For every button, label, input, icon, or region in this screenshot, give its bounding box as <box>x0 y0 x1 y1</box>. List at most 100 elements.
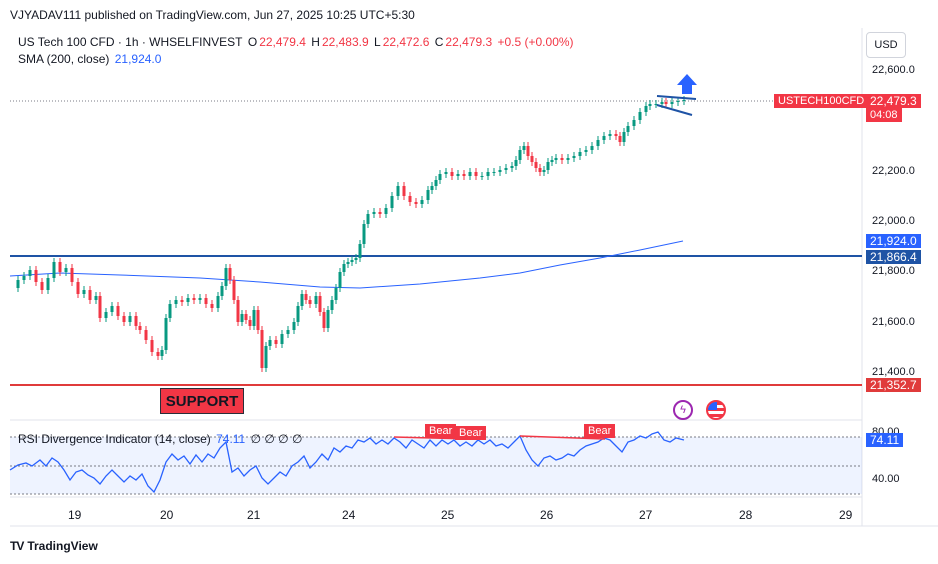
candle-body <box>46 278 50 290</box>
candle-body <box>318 296 322 312</box>
candle-body <box>434 180 438 186</box>
close-label: C <box>434 35 444 49</box>
candle-body <box>462 174 466 176</box>
candle-body <box>240 314 244 322</box>
rsi-tick-40: 40.00 <box>872 473 900 485</box>
candle-body <box>52 262 56 278</box>
support-label[interactable]: SUPPORT <box>160 388 244 414</box>
candle-body <box>632 120 636 126</box>
candle-body <box>236 300 240 322</box>
currency-button[interactable]: USD <box>866 32 906 58</box>
candle-body <box>578 152 582 156</box>
candle-body <box>450 172 454 176</box>
bear-label-1: Bear <box>425 424 457 438</box>
candle-body <box>198 298 202 300</box>
candle-body <box>602 136 606 140</box>
candle-body <box>456 174 460 176</box>
candle-body <box>116 306 120 316</box>
tradingview-logo-icon: TV <box>10 539 24 553</box>
time-tick: 21 <box>247 508 261 522</box>
candle-body <box>280 334 284 344</box>
symbol-title[interactable]: US Tech 100 CFD · 1h · WHSELFINVEST <box>18 35 243 49</box>
candle-body <box>326 310 330 328</box>
candle-body <box>70 268 74 282</box>
candle-body <box>268 340 272 346</box>
candle-body <box>554 158 558 160</box>
time-tick: 29 <box>839 508 853 522</box>
candle-body <box>342 264 346 272</box>
candle-body <box>156 352 160 356</box>
sma-legend[interactable]: SMA (200, close) 21,924.0 <box>18 52 163 66</box>
candle-body <box>58 262 62 272</box>
candle-body <box>256 310 260 330</box>
candle-body <box>420 200 424 204</box>
wedge-upper-line <box>656 95 697 100</box>
candle-body <box>338 272 342 288</box>
candle-body <box>438 174 442 180</box>
sma-value: 21,924.0 <box>114 52 162 66</box>
close-value: 22,479.3 <box>445 35 493 49</box>
us-flag-icon[interactable] <box>706 400 726 420</box>
candle-body <box>260 330 264 368</box>
rsi-extras: ∅ ∅ ∅ ∅ <box>250 432 303 446</box>
candle-body <box>480 176 484 177</box>
candle-body <box>538 168 542 172</box>
candle-body <box>614 134 618 136</box>
candle-body <box>186 298 190 302</box>
price-tick: 22,600.0 <box>872 64 915 76</box>
candle-body <box>590 146 594 150</box>
candle-body <box>232 280 236 300</box>
candle-body <box>514 160 518 166</box>
candle-body <box>354 258 358 260</box>
open-value: 22,479.4 <box>259 35 306 49</box>
price-tick: 22,000.0 <box>872 215 915 227</box>
candle-body <box>314 296 318 304</box>
candle-body <box>396 186 400 196</box>
tradingview-logo[interactable]: TV TradingView <box>10 539 98 553</box>
candle-body <box>16 280 20 288</box>
candle-body <box>654 104 658 105</box>
candle-body <box>308 300 312 304</box>
candle-body <box>390 196 394 208</box>
candle-body <box>224 268 228 286</box>
candle-body <box>252 310 256 326</box>
candle-body <box>204 298 208 304</box>
candle-body <box>296 306 300 322</box>
candle-body <box>168 304 172 318</box>
high-value: 22,483.9 <box>321 35 369 49</box>
candle-body <box>618 136 622 142</box>
lightning-icon[interactable]: ϟ <box>673 400 693 420</box>
candle-body <box>492 172 496 173</box>
candle-body <box>648 104 652 106</box>
candle-body <box>40 282 44 290</box>
candle-body <box>216 296 220 308</box>
candle-body <box>644 106 648 112</box>
candle-body <box>534 162 538 168</box>
candle-body <box>134 316 138 326</box>
candle-body <box>180 300 184 302</box>
candle-body <box>572 156 576 158</box>
countdown-tag: 04:08 <box>866 108 902 122</box>
bear-label-2: Bear <box>455 426 487 440</box>
bear-label-3: Bear <box>584 424 616 438</box>
candle-body <box>474 172 478 176</box>
time-tick: 20 <box>160 508 174 522</box>
footer-brand: TradingView <box>27 539 98 553</box>
candle-body <box>510 166 514 168</box>
candle-body <box>682 100 686 101</box>
rsi-legend[interactable]: RSI Divergence Indicator (14, close) 74.… <box>18 432 304 446</box>
candle-body <box>486 172 490 176</box>
price-tick: 22,200.0 <box>872 165 915 177</box>
candle-body <box>150 340 154 352</box>
support-price-tag: 21,352.7 <box>866 378 921 392</box>
publisher-line: VJYADAV111 published on TradingView.com,… <box>10 8 415 22</box>
candle-body <box>274 340 278 344</box>
candle-body <box>676 101 680 102</box>
candle-body <box>350 260 354 262</box>
symbol-legend: US Tech 100 CFD · 1h · WHSELFINVEST O 22,… <box>18 35 576 49</box>
candle-body <box>286 330 290 334</box>
price-tick: 21,800.0 <box>872 265 915 277</box>
open-label: O <box>247 35 258 49</box>
candle-body <box>346 262 350 264</box>
